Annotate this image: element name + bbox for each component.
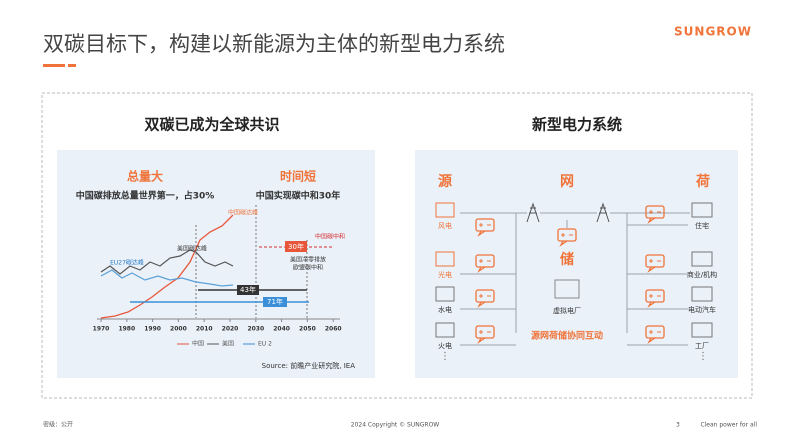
more: ⋮ — [440, 351, 450, 362]
interaction-label: 源网荷储协同互动 — [531, 330, 603, 342]
interaction-icon — [649, 294, 661, 298]
legend-label: 美国 — [222, 340, 234, 348]
span-label: 30年 — [288, 242, 304, 251]
china-line — [100, 214, 234, 319]
load-icon — [691, 202, 713, 218]
title-accent — [68, 64, 76, 67]
interaction-icon — [477, 266, 486, 273]
interaction-icon — [477, 301, 486, 308]
column-heading: 荷 — [695, 173, 710, 190]
source-note: Source: 前瞻产业研究院, IEA — [262, 361, 356, 370]
span-label-bg — [263, 297, 287, 307]
span-label-bg — [237, 285, 259, 295]
footer-page: 3 — [676, 422, 680, 429]
interaction-icon — [559, 240, 568, 247]
x-tick-label: 1980 — [118, 326, 135, 333]
column-heading: 源 — [438, 173, 452, 190]
panel-title: 双碳已成为全球共识 — [144, 116, 279, 134]
callout-text: 中国碳排放总量世界第一，占30% — [76, 190, 215, 202]
annotation: EU27碳达峰 — [110, 259, 144, 267]
us-line — [100, 249, 234, 275]
vpp-icon — [554, 279, 580, 299]
source-label: 风电 — [438, 221, 452, 230]
interaction-icon — [649, 259, 661, 263]
annotation: 欧盟碳中和 — [293, 264, 323, 272]
title-accent — [43, 64, 65, 67]
source-icon — [435, 251, 455, 267]
x-tick-label: 2050 — [299, 326, 316, 333]
source-label: 光电 — [438, 270, 452, 279]
x-tick-label: 2000 — [170, 326, 187, 333]
load-icon — [691, 286, 713, 302]
x-tick-label: 2030 — [247, 326, 264, 333]
source-label: 火电 — [438, 341, 452, 350]
span-label: 71年 — [267, 297, 283, 306]
interaction-icon — [649, 330, 661, 334]
x-tick-label: 2040 — [273, 326, 290, 333]
legend-label: 中国 — [192, 340, 204, 348]
annotation: 中国碳达峰 — [228, 209, 258, 217]
footer-slogan: Clean power for all — [700, 422, 757, 429]
load-label: 工厂 — [695, 342, 709, 350]
interaction-icon — [477, 337, 486, 344]
eu-line — [100, 269, 234, 287]
interaction-icon — [647, 301, 656, 308]
load-icon — [691, 251, 713, 267]
interaction-icon — [647, 266, 656, 273]
interaction-icon — [479, 330, 491, 334]
interaction-icon — [479, 294, 491, 298]
annotation: 中国碳中和 — [315, 233, 345, 241]
column-heading: 储 — [559, 251, 574, 268]
x-tick-label: 2010 — [196, 326, 213, 333]
vpp-label: 虚拟电厂 — [553, 306, 581, 315]
span-label: 43年 — [240, 285, 256, 294]
annotation: 美国净零排放 — [290, 256, 326, 264]
interaction-icon — [647, 337, 656, 344]
x-tick-label: 1990 — [144, 326, 161, 333]
content-frame — [41, 92, 753, 399]
span-label-bg — [285, 241, 307, 252]
more: ⋮ — [698, 351, 708, 362]
source-label: 水电 — [438, 305, 452, 314]
footer-copyright: 2024 Copyright © SUNGROW — [351, 422, 440, 429]
footer-classification: 密级：公开 — [43, 421, 73, 429]
tower-icon — [596, 202, 610, 223]
x-ticks: 1970 1980 1990 2000 2010 2020 2030 2040 2050 2060 — [93, 319, 342, 333]
interaction-icon — [477, 230, 486, 237]
tower-icon — [526, 202, 540, 223]
logo: SUNGROW — [674, 25, 752, 39]
panel-bg — [415, 150, 738, 378]
source-icon — [435, 202, 455, 218]
legend-label: EU 2 — [258, 341, 272, 348]
source-icon — [435, 322, 455, 338]
interaction-icon — [479, 223, 491, 227]
interaction-icon — [479, 259, 491, 263]
x-tick-label: 1970 — [93, 326, 110, 333]
callout-heading: 总量大 — [127, 169, 163, 184]
load-label: 电动汽车 — [688, 305, 716, 314]
load-label: 住宅 — [695, 221, 709, 230]
interaction-icon — [561, 233, 573, 237]
x-tick-label: 2060 — [325, 326, 342, 333]
callout-heading: 时间短 — [280, 169, 316, 184]
annotation: 美国碳达峰 — [177, 245, 207, 253]
load-label: 商业/机构 — [687, 270, 717, 279]
callout-text: 中国实现碳中和30年 — [256, 190, 341, 202]
load-icon — [691, 322, 713, 338]
slide-title: 双碳目标下，构建以新能源为主体的新型电力系统 — [43, 32, 505, 56]
column-heading: 网 — [560, 174, 574, 190]
interaction-icon — [647, 217, 656, 224]
source-icon — [435, 286, 455, 302]
panel-bg — [57, 150, 375, 378]
x-tick-label: 2020 — [222, 326, 239, 333]
interaction-icon — [649, 210, 661, 214]
panel-title: 新型电力系统 — [532, 116, 622, 134]
